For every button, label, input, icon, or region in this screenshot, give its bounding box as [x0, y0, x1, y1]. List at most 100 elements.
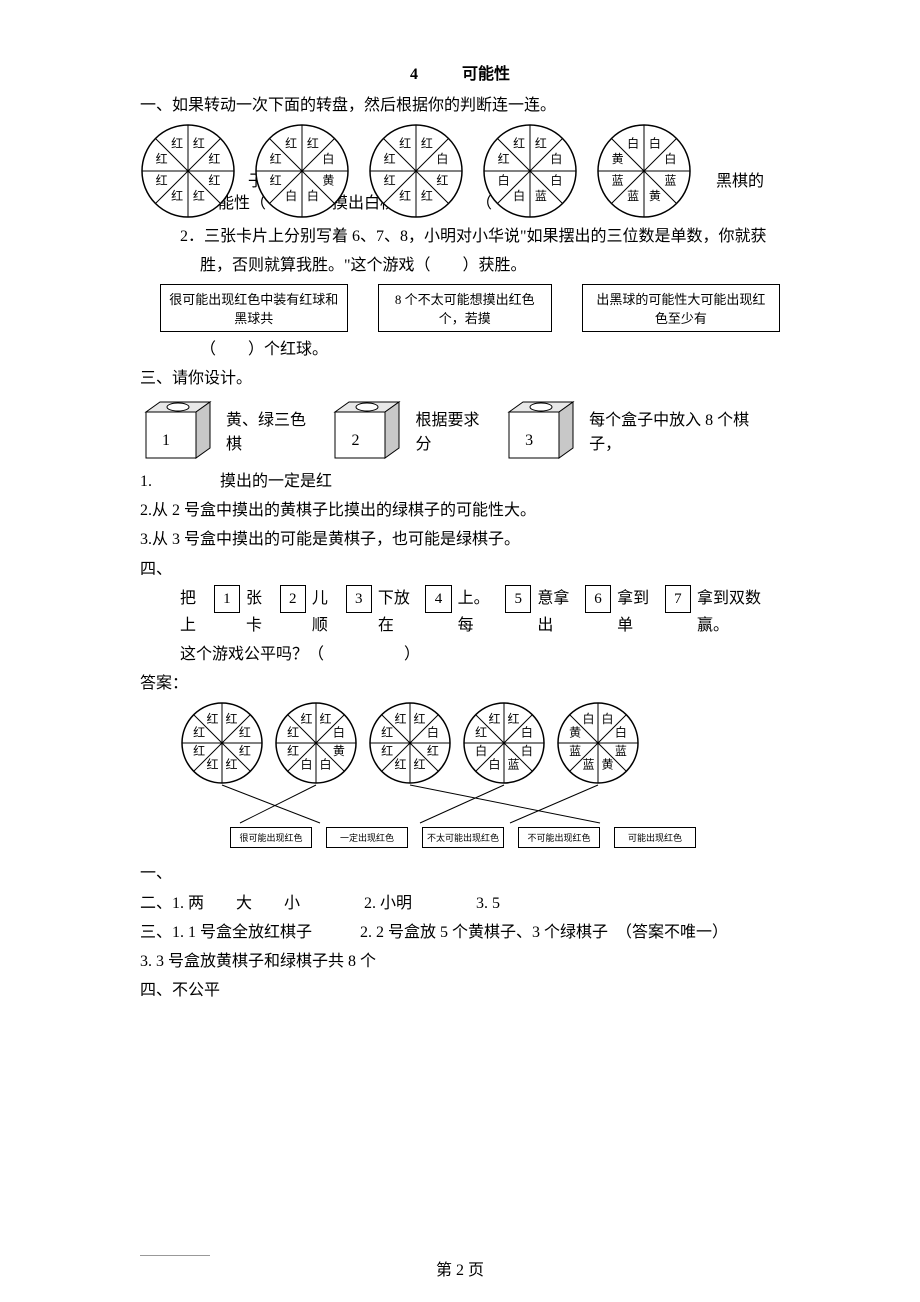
svg-text:白: 白 [489, 757, 501, 772]
spinner-ans-1: 红白黄白白红红红 [274, 701, 358, 785]
q3-heading: 三、请你设计。 [140, 365, 780, 392]
svg-text:红: 红 [513, 136, 525, 151]
q4-mid2: 儿顺 [312, 585, 340, 639]
svg-text:红: 红 [384, 151, 396, 166]
svg-text:红: 红 [381, 744, 393, 759]
card-3: 3 [346, 585, 372, 613]
cube-row: 1 黄、绿三色棋 2 根据要求分 3 每个盒子中放入 8 个棋子， [140, 398, 780, 462]
answers-heading: 答案： [140, 670, 780, 697]
card-5: 5 [505, 585, 531, 613]
ans-box-0: 很可能出现红色中装有红球和黑球共 [160, 284, 348, 332]
q3-line2: 2.从 2 号盒中摸出的黄棋子比摸出的绿棋子的可能性大。 [140, 497, 780, 524]
svg-text:红: 红 [319, 711, 331, 726]
svg-text:红: 红 [193, 744, 205, 759]
svg-text:红: 红 [399, 136, 411, 151]
svg-text:黄: 黄 [612, 152, 624, 166]
ans-box-2: 出黑球的可能性大可能出现红色至少有 [582, 284, 780, 332]
spinner-ans-2: 红白红红红红红红 [368, 701, 452, 785]
small-ans-3: 不可能出现红色 [518, 827, 600, 848]
svg-text:蓝: 蓝 [569, 745, 581, 759]
card-row: 把上 1 张卡 2 儿顺 3 下放在 4 上。每 5 意拿出 6 拿到单 7 拿… [140, 585, 780, 639]
svg-text:白: 白 [322, 151, 334, 166]
q4-pre: 把上 [180, 585, 208, 639]
svg-text:白: 白 [436, 151, 448, 166]
svg-text:红: 红 [287, 725, 299, 740]
spinner-ans-4: 白白蓝黄蓝蓝黄白 [556, 701, 640, 785]
svg-text:红: 红 [193, 188, 205, 203]
svg-text:红: 红 [171, 188, 183, 203]
cube-1: 1 [140, 398, 218, 462]
q3-line3: 3.从 3 号盒中摸出的可能是黄棋子，也可能是绿棋子。 [140, 526, 780, 553]
svg-text:蓝: 蓝 [615, 745, 627, 759]
small-ans-1: 一定出现红色 [326, 827, 408, 848]
q1-heading: 一、如果转动一次下面的转盘，然后根据你的判断连一连。 [140, 92, 780, 119]
svg-text:白: 白 [333, 725, 345, 740]
q3-line1b: 摸出的一定是红 [220, 473, 332, 490]
svg-text:红: 红 [239, 744, 251, 759]
svg-text:蓝: 蓝 [612, 174, 624, 188]
q4-line2: 这个游戏公平吗？（ ） [140, 641, 780, 668]
spinner-top-2: 红白红红红红红红 [368, 123, 464, 219]
spinner-ans-0: 红红红红红红红红 [180, 701, 264, 785]
svg-text:红: 红 [270, 151, 282, 166]
svg-text:白: 白 [498, 173, 510, 188]
svg-text:白: 白 [550, 151, 562, 166]
svg-text:白: 白 [664, 151, 676, 166]
svg-text:蓝: 蓝 [664, 174, 676, 188]
svg-text:蓝: 蓝 [507, 758, 519, 772]
svg-text:白: 白 [550, 173, 562, 188]
card-1: 1 [214, 585, 240, 613]
overlay-e: 黑棋的 [716, 167, 764, 191]
mixed-answer-boxes: 很可能出现红色中装有红球和黑球共 8 个不太可能想摸出红色个，若摸 出黑球的可能… [160, 284, 780, 332]
svg-text:红: 红 [156, 151, 168, 166]
q4-mid5: 意拿出 [537, 585, 579, 639]
svg-text:黄: 黄 [322, 174, 334, 188]
q2-item3-tail: （ ）个红球。 [140, 336, 780, 363]
q3-line1a: 1. [140, 473, 152, 490]
card-6: 6 [585, 585, 611, 613]
card-4: 4 [425, 585, 451, 613]
svg-text:白: 白 [475, 744, 487, 759]
svg-text:红: 红 [384, 173, 396, 188]
cube-2: 2 [329, 398, 407, 462]
svg-text:红: 红 [421, 188, 433, 203]
svg-text:红: 红 [193, 725, 205, 740]
svg-text:白: 白 [301, 757, 313, 772]
svg-text:蓝: 蓝 [583, 758, 595, 772]
q3-frag1: 黄、绿三色棋 [226, 406, 321, 454]
svg-text:白: 白 [649, 136, 661, 151]
svg-text:红: 红 [421, 136, 433, 151]
svg-text:红: 红 [381, 725, 393, 740]
ans-a2: 二、1. 两 大 小 2. 小明 3. 5 [140, 890, 780, 917]
ans-a3b: 3. 3 号盒放黄棋子和绿棋子共 8 个 [140, 948, 780, 975]
small-ans-0: 很可能出现红色 [230, 827, 312, 848]
svg-text:红: 红 [270, 173, 282, 188]
small-ans-4: 可能出现红色 [614, 827, 696, 848]
svg-text:红: 红 [427, 744, 439, 759]
svg-text:红: 红 [207, 711, 219, 726]
ans-a1: 一、 [140, 860, 780, 887]
spinner-top-3: 红白白蓝白白红红 [482, 123, 578, 219]
q3-line1: 1. 摸出的一定是红 [140, 468, 780, 495]
svg-text:白: 白 [615, 725, 627, 740]
svg-text:红: 红 [498, 151, 510, 166]
title-number: 4 [410, 66, 418, 84]
svg-text:黄: 黄 [333, 745, 345, 759]
small-ans-2: 不太可能出现红色 [422, 827, 504, 848]
svg-text:白: 白 [521, 744, 533, 759]
page-footer: 第 2 页 [436, 1262, 484, 1279]
spinner-top-4: 白白蓝黄蓝蓝黄白 [596, 123, 692, 219]
cube-3: 3 [503, 398, 581, 462]
svg-text:红: 红 [507, 711, 519, 726]
q4-tail: 拿到双数赢。 [697, 585, 780, 639]
card-2: 2 [280, 585, 306, 613]
ans-a3: 三、1. 1 号盒全放红棋子 2. 2 号盒放 5 个黄棋子、3 个绿棋子 （答… [140, 919, 780, 946]
svg-text:红: 红 [399, 188, 411, 203]
spinner-row-answers: 红红红红红红红红红白黄白白红红红红白红红红红红红红白白蓝白白红红白白蓝黄蓝蓝黄白 [180, 701, 780, 785]
svg-text:白: 白 [601, 711, 613, 726]
svg-text:红: 红 [207, 757, 219, 772]
svg-text:红: 红 [208, 151, 220, 166]
q2-item2: 2．三张卡片上分别写着 6、7、8，小明对小华说"如果摆出的三位数是单数，你就获 [140, 223, 780, 250]
svg-text:红: 红 [171, 136, 183, 151]
q4-heading: 四、 [140, 556, 780, 583]
